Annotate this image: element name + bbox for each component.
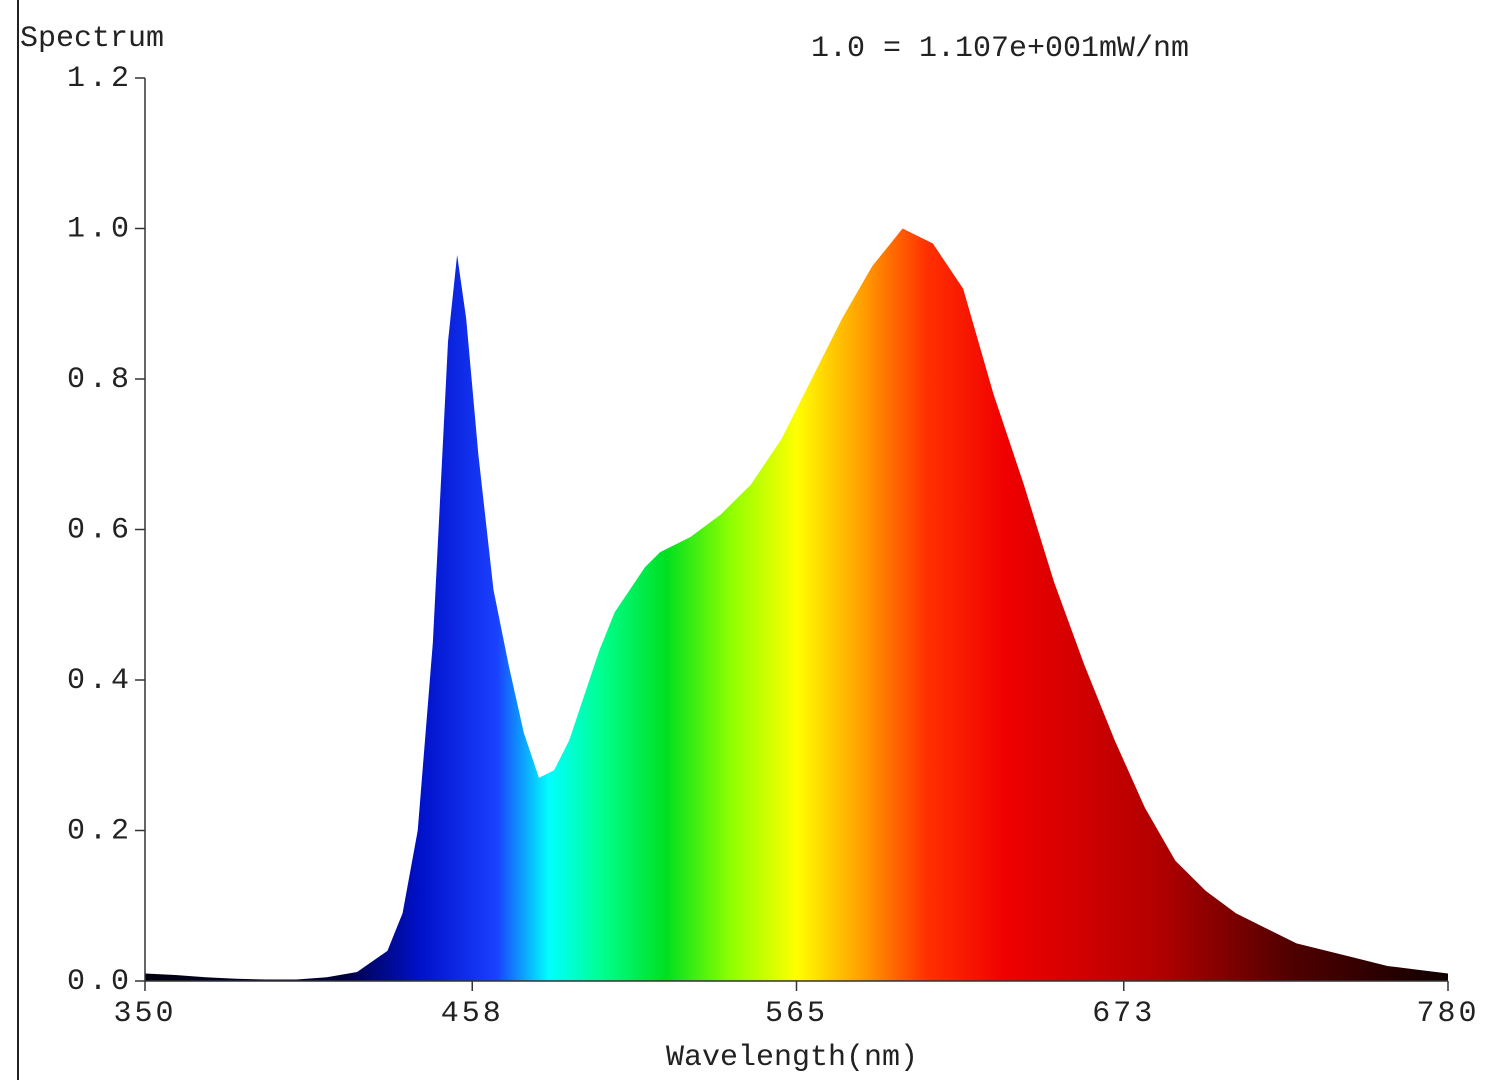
y-tick-label: 1.2 [67,62,133,96]
y-tick-label: 0.0 [67,965,133,999]
x-tick-label: 673 [1092,997,1155,1031]
x-tick-label: 458 [441,997,504,1031]
x-tick-label: 565 [765,997,828,1031]
annotation: 1.0 = 1.107e+001mW/nm [811,32,1189,66]
y-tick-label: 0.6 [67,513,133,547]
x-axis-label: Wavelength(nm) [666,1041,918,1075]
y-tick-label: 1.0 [67,212,133,246]
y-tick-label: 0.4 [67,664,133,698]
chart-title: Spectrum [20,22,164,56]
y-tick-label: 0.8 [67,363,133,397]
y-tick-label: 0.2 [67,814,133,848]
x-tick-label: 780 [1416,997,1479,1031]
spectrum-area [145,228,1448,981]
x-tick-label: 350 [113,997,176,1031]
